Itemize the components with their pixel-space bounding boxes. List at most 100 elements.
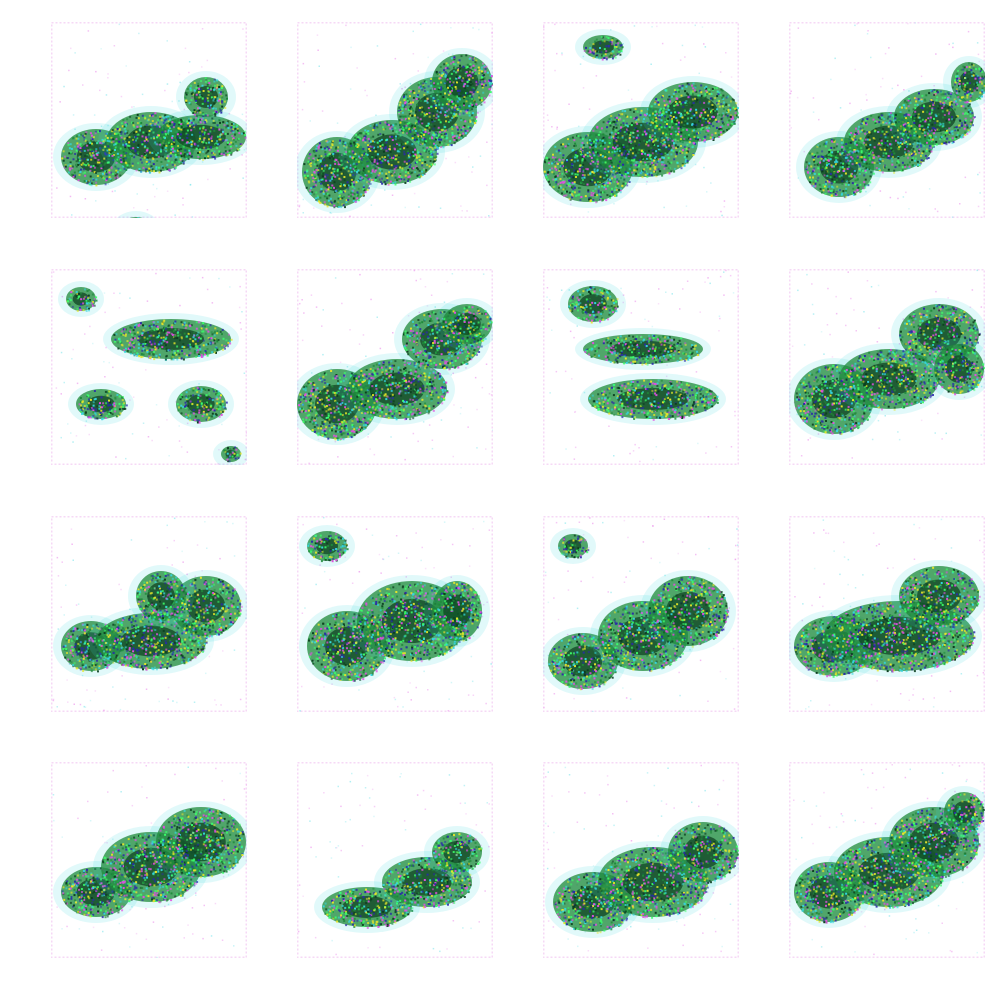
texture-pixel bbox=[458, 126, 460, 129]
texture-pixel bbox=[453, 138, 456, 141]
texture-pixel bbox=[392, 130, 394, 132]
texture-pixel bbox=[102, 140, 105, 143]
texture-pixel bbox=[340, 191, 343, 194]
texture-pixel bbox=[469, 109, 472, 112]
texture-pixel bbox=[471, 91, 474, 94]
texture-pixel bbox=[91, 144, 94, 147]
texture-pixel bbox=[76, 145, 79, 148]
texture-pixel bbox=[223, 124, 226, 127]
noise-speck bbox=[131, 106, 133, 108]
texture-pixel bbox=[409, 128, 412, 131]
texture-pixel bbox=[400, 176, 403, 179]
noise-speck bbox=[154, 195, 156, 198]
texture-pixel bbox=[190, 119, 192, 122]
texture-pixel bbox=[478, 96, 481, 99]
texture-pixel bbox=[465, 71, 468, 74]
texture-pixel bbox=[186, 123, 189, 125]
texture-pixel bbox=[421, 170, 424, 173]
texture-pixel bbox=[394, 133, 397, 135]
texture-pixel bbox=[571, 194, 574, 197]
texture-pixel bbox=[349, 168, 352, 171]
texture-pixel bbox=[668, 128, 671, 131]
texture-pixel bbox=[430, 153, 433, 155]
texture-pixel bbox=[159, 117, 162, 120]
texture-pixel bbox=[609, 178, 612, 181]
texture-pixel bbox=[554, 175, 557, 178]
texture-pixel bbox=[610, 157, 613, 160]
texture-pixel bbox=[624, 182, 627, 185]
texture-pixel bbox=[658, 118, 661, 121]
texture-pixel bbox=[449, 91, 452, 94]
texture-pixel bbox=[640, 111, 643, 114]
texture-pixel bbox=[720, 133, 723, 136]
texture-pixel bbox=[455, 139, 458, 142]
texture-pixel bbox=[681, 164, 684, 167]
noise-speck bbox=[547, 119, 549, 121]
texture-pixel bbox=[402, 131, 404, 134]
texture-pixel bbox=[691, 104, 694, 107]
texture-pixel bbox=[320, 182, 323, 185]
texture-pixel bbox=[614, 116, 617, 119]
texture-pixel bbox=[185, 101, 188, 103]
texture-pixel bbox=[315, 169, 318, 171]
texture-pixel bbox=[90, 158, 93, 161]
noise-speck bbox=[330, 212, 333, 214]
texture-pixel bbox=[735, 114, 738, 117]
texture-pixel bbox=[657, 137, 659, 140]
texture-pixel bbox=[188, 154, 191, 157]
texture-pixel bbox=[589, 162, 592, 165]
texture-pixel bbox=[119, 174, 122, 177]
texture-pixel bbox=[327, 199, 330, 202]
texture-pixel bbox=[427, 99, 430, 102]
texture-pixel bbox=[435, 133, 438, 136]
texture-pixel bbox=[203, 137, 206, 140]
noise-speck bbox=[461, 210, 463, 212]
texture-pixel bbox=[417, 140, 420, 143]
texture-pixel bbox=[393, 147, 396, 150]
texture-pixel bbox=[703, 101, 706, 104]
texture-pixel bbox=[453, 142, 456, 145]
texture-pixel bbox=[557, 149, 560, 152]
texture-pixel bbox=[548, 168, 551, 171]
texture-pixel bbox=[735, 108, 738, 111]
texture-pixel bbox=[433, 146, 436, 149]
texture-pixel bbox=[347, 198, 350, 201]
texture-pixel bbox=[173, 124, 176, 127]
texture-pixel bbox=[167, 125, 170, 128]
texture-pixel bbox=[146, 169, 149, 172]
texture-pixel bbox=[393, 171, 396, 174]
noise-speck bbox=[491, 123, 493, 125]
texture-pixel bbox=[617, 118, 620, 121]
texture-pixel bbox=[632, 159, 635, 162]
texture-pixel bbox=[144, 156, 147, 159]
texture-pixel bbox=[433, 118, 436, 121]
texture-pixel bbox=[109, 177, 112, 180]
noise-speck bbox=[588, 108, 591, 110]
texture-pixel bbox=[423, 97, 426, 100]
texture-pixel bbox=[581, 177, 584, 179]
texture-pixel bbox=[336, 168, 339, 171]
texture-pixel bbox=[559, 178, 562, 180]
texture-pixel bbox=[236, 127, 239, 130]
texture-pixel bbox=[589, 172, 592, 175]
texture-pixel bbox=[210, 126, 213, 129]
texture-pixel bbox=[197, 117, 200, 120]
texture-pixel bbox=[178, 127, 181, 130]
texture-pixel bbox=[404, 101, 407, 104]
texture-pixel bbox=[216, 126, 219, 129]
texture-pixel bbox=[171, 163, 174, 166]
texture-pixel bbox=[651, 133, 654, 136]
texture-pixel bbox=[668, 162, 671, 165]
texture-pixel bbox=[472, 105, 474, 108]
texture-pixel bbox=[368, 148, 371, 150]
texture-pixel bbox=[563, 194, 566, 197]
texture-pixel bbox=[614, 187, 617, 190]
texture-pixel bbox=[379, 133, 382, 135]
texture-pixel bbox=[667, 167, 670, 170]
texture-pixel bbox=[315, 147, 318, 150]
generated-sample-tile bbox=[543, 22, 739, 218]
texture-pixel bbox=[465, 78, 468, 81]
texture-pixel bbox=[592, 194, 595, 197]
texture-pixel bbox=[78, 155, 81, 158]
texture-pixel bbox=[404, 97, 406, 100]
